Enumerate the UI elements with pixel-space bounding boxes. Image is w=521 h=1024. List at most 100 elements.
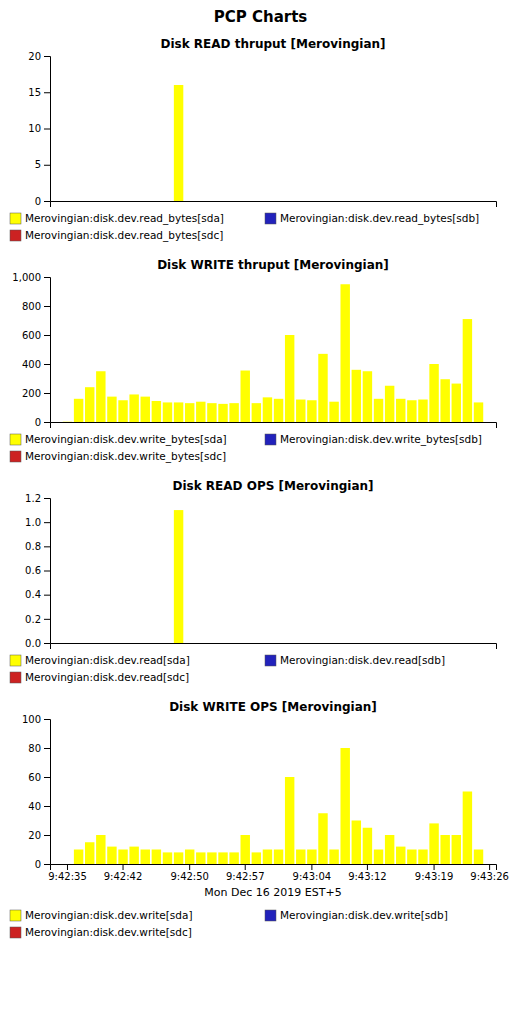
bar [152,422,161,423]
bar [74,643,83,644]
y-tick: 20 [28,51,50,62]
page-title: PCP Charts [214,8,308,26]
y-tick-mark [44,56,50,57]
bar [340,422,349,423]
bar [174,422,183,423]
bar [296,643,305,644]
bars [63,284,483,422]
legend-swatch [265,910,276,921]
y-tick-mark [44,835,50,836]
bar [340,643,349,644]
x-tick-label: 9:42:50 [170,871,209,882]
bar [52,422,61,423]
bar [340,864,349,865]
bar [185,864,194,865]
bar [418,422,427,423]
x-axis-line [51,865,497,871]
bar [107,864,116,865]
bar [352,864,361,865]
bar [107,201,116,202]
bar [129,422,138,423]
bar [185,643,194,644]
bar [396,422,405,423]
bar [174,852,183,864]
bar [152,201,161,202]
bar [307,201,316,202]
bar [163,643,172,644]
bar [352,643,361,644]
bar [185,201,194,202]
bar [263,201,272,202]
bar [118,643,127,644]
bar [307,643,316,644]
bar [129,864,138,865]
x-axis [51,202,497,208]
bar [352,370,361,422]
bar [241,643,250,644]
bar [374,643,383,644]
bar [352,821,361,865]
y-tick: 1.0 [25,517,50,528]
bar [196,643,205,644]
bar [74,399,83,422]
legend-label: Merovingian:disk.dev.write_bytes[sdb] [280,433,482,446]
y-tick: 60 [28,772,50,783]
bar [63,421,72,422]
bar [96,371,105,422]
bar [296,864,305,865]
bar [474,864,483,865]
bar [463,643,472,644]
bar [285,335,294,422]
y-tick-label: 0.2 [25,614,41,625]
bar [407,864,416,865]
bar [63,864,72,865]
bar [429,422,438,423]
bar [463,792,472,865]
bars [74,748,483,864]
y-tick-mark [44,643,50,644]
bar [196,402,205,422]
y-tick-mark [44,719,50,720]
bar [385,643,394,644]
bar [440,643,449,644]
x-tick-mark [367,864,368,870]
bar [241,422,250,423]
chart-title: Disk READ OPS [Merovingian] [172,479,373,493]
y-tick-label: 0.0 [25,638,41,649]
bar [285,643,294,644]
bar [85,387,94,422]
plot: 0204060801009:42:359:42:429:42:509:42:57… [22,714,509,882]
bar [440,643,449,644]
bar [474,850,483,865]
bar [429,643,438,644]
bar [340,643,349,644]
bar [85,201,94,202]
bar [285,864,294,865]
bar [85,864,94,865]
bar [241,201,250,202]
bar [352,201,361,202]
x-tick: 9:42:50 [170,864,209,882]
bar [485,201,494,202]
bar [129,394,138,422]
bar [329,422,338,423]
legend-item: Merovingian:disk.dev.read_bytes[sdc] [10,229,223,242]
bar [274,422,283,423]
bar [252,643,261,644]
bar [463,319,472,422]
bar [318,864,327,865]
y-tick: 10 [28,123,50,134]
bar [318,643,327,644]
bar [452,422,461,423]
bar [118,850,127,865]
bar [385,386,394,422]
bar [374,864,383,865]
bar [440,835,449,864]
bar [452,422,461,423]
y-tick-mark [44,277,50,278]
bar [274,643,283,644]
bar [396,201,405,202]
bar [229,201,238,202]
bar [129,643,138,644]
bar [274,201,283,202]
